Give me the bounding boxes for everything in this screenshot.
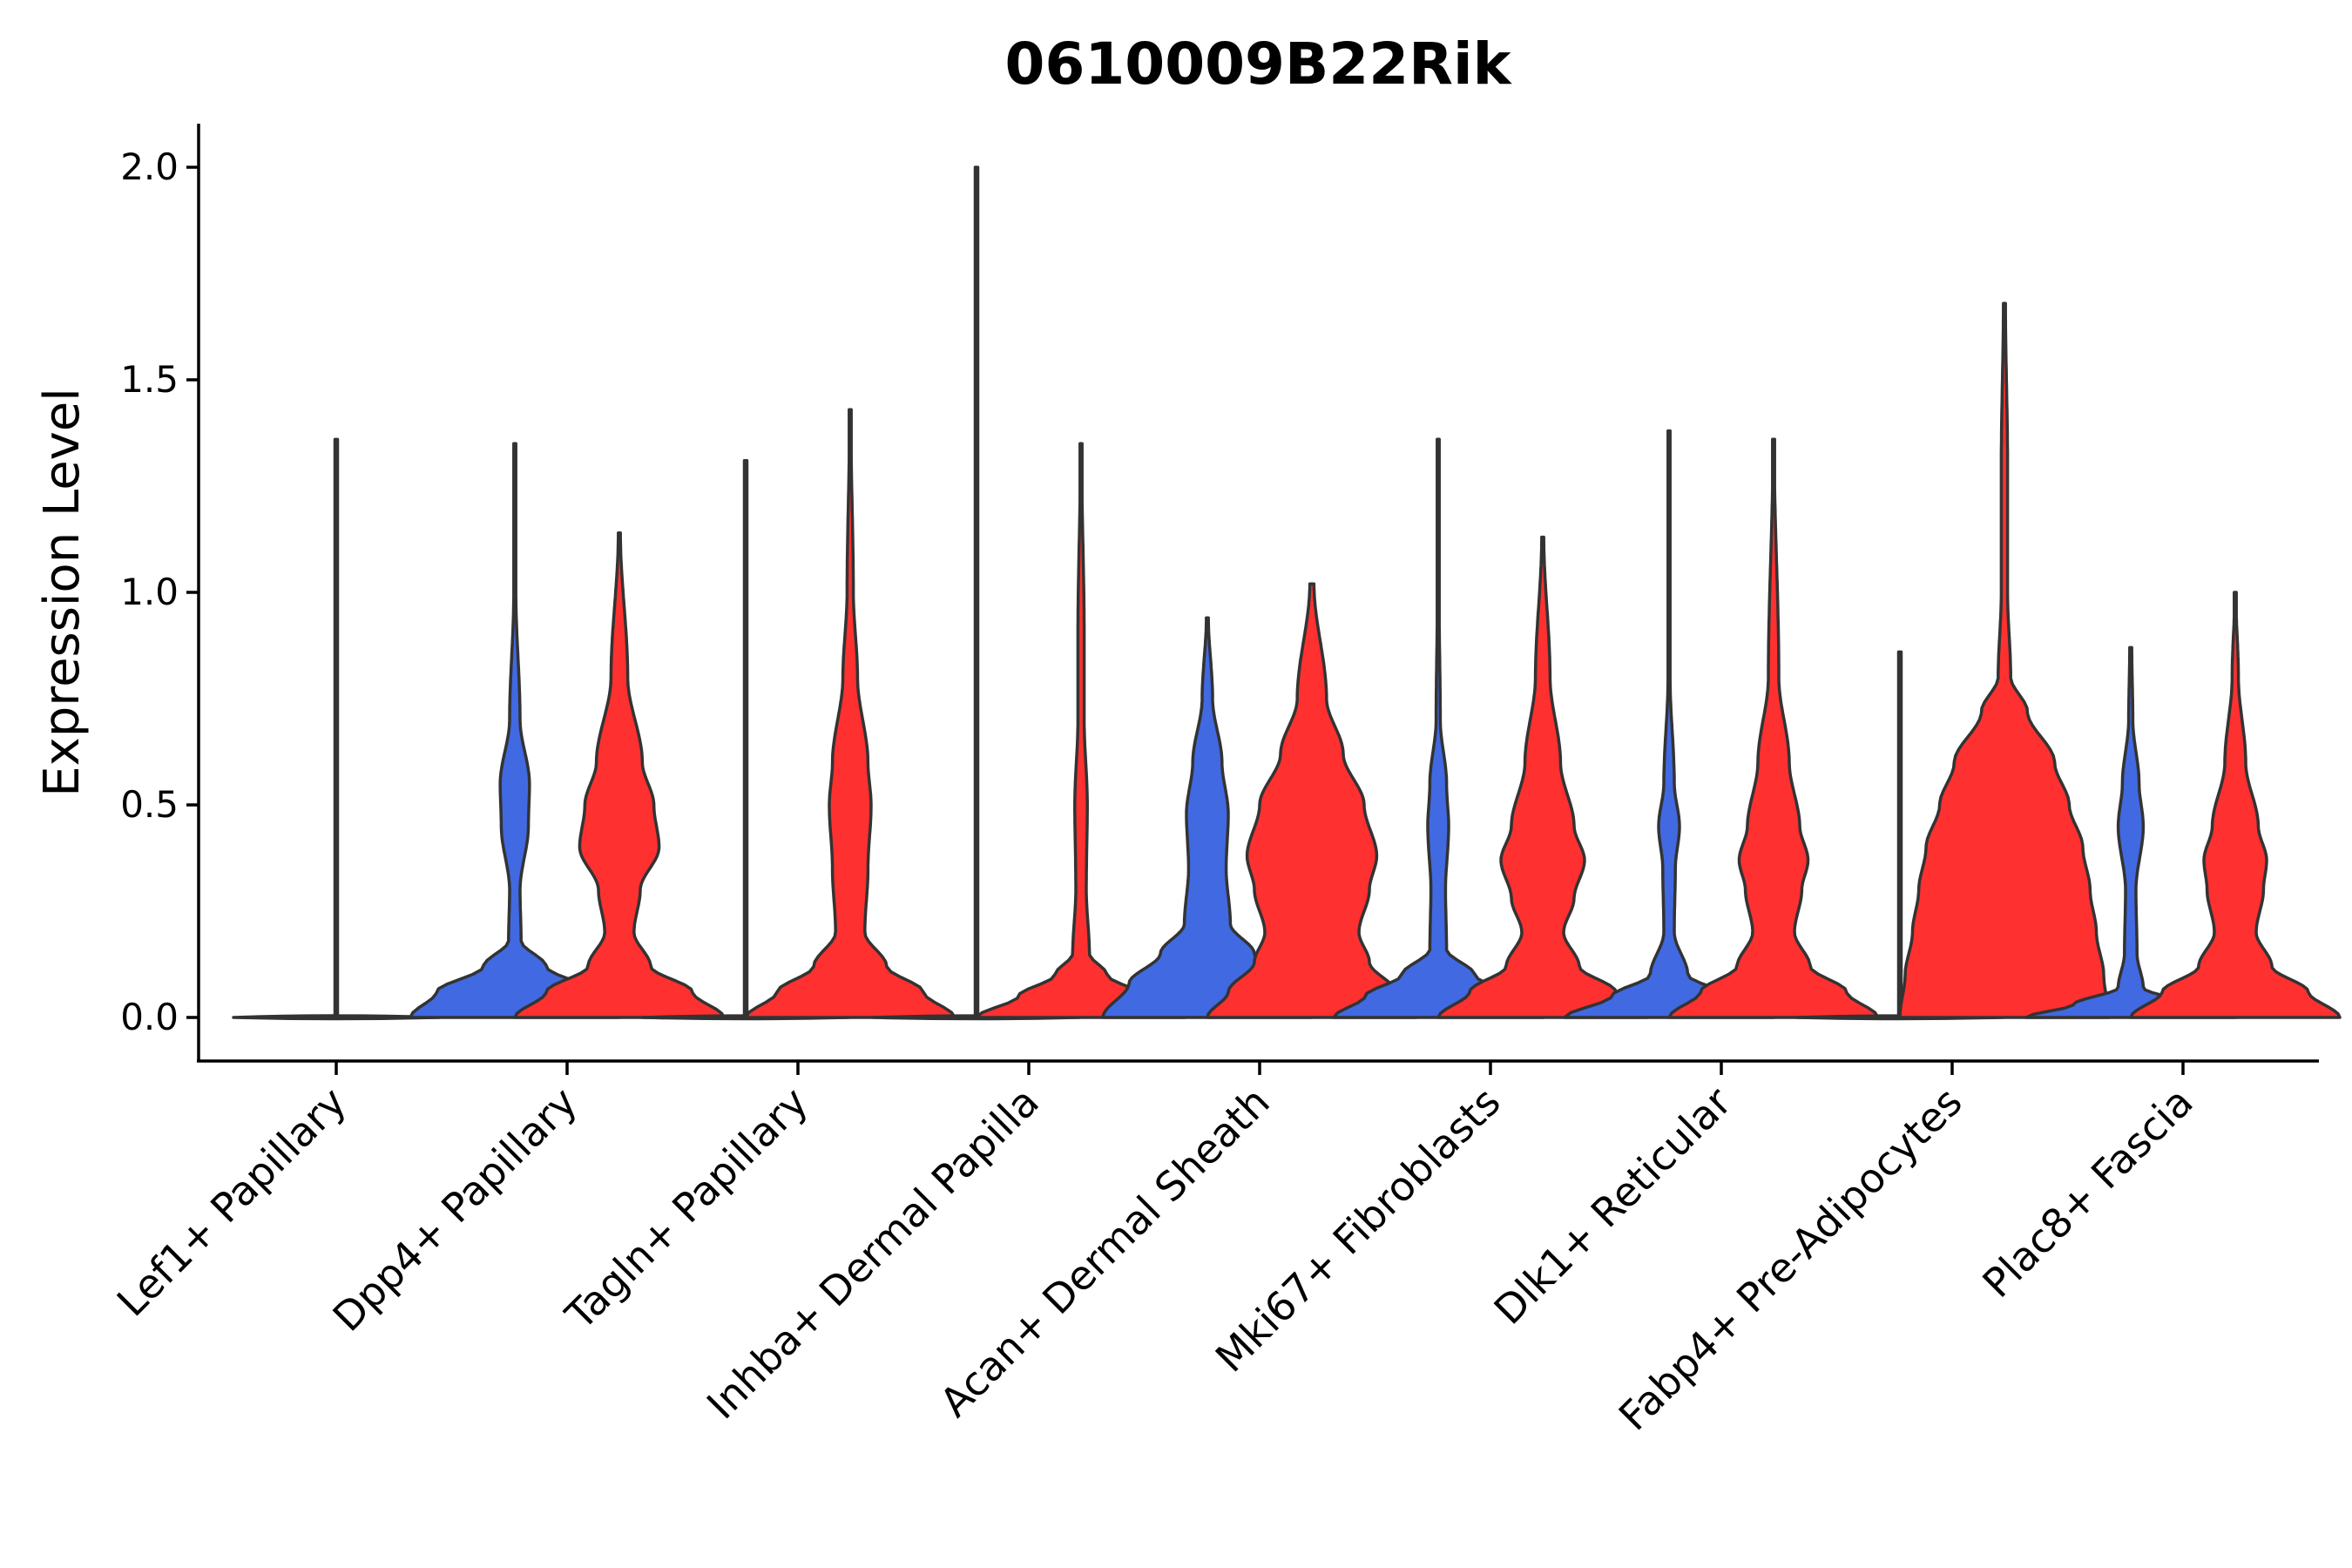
violin-red [1206, 582, 1418, 1019]
violin-blue [409, 442, 621, 1019]
x-tick-label: Tagln+ Papillary [556, 1078, 817, 1340]
x-tick-label: Lef1+ Papillary [108, 1078, 355, 1326]
violin-red [975, 442, 1187, 1019]
violin-red [513, 531, 726, 1019]
violin-red [744, 408, 956, 1019]
violin-group [232, 166, 2342, 1021]
violin-red [1436, 535, 1649, 1019]
y-tick-label: 1.0 [120, 571, 179, 613]
violin-blue [1563, 429, 1775, 1019]
y-axis-label: Expression Level [34, 388, 91, 797]
x-tick-label: Dpp4+ Papillary [324, 1078, 586, 1341]
violin-blue [232, 437, 441, 1021]
x-tick-label: Plac8+ Fascia [1973, 1078, 2201, 1307]
violin-blue [1101, 616, 1314, 1019]
violin-blue [872, 166, 1081, 1021]
violin-blue [641, 458, 850, 1021]
y-tick-label: 2.0 [120, 145, 179, 188]
y-ticks: 0.0 0.5 1.0 1.5 2.0 [120, 145, 199, 1038]
y-tick-label: 1.5 [120, 358, 179, 401]
violin-red [2129, 591, 2342, 1019]
violin-blue [1332, 437, 1544, 1019]
violin-red [1898, 301, 2111, 1019]
y-tick-label: 0.5 [120, 783, 179, 826]
x-tick-label: Dlk1+ Reticular [1485, 1078, 1740, 1334]
y-tick-label: 0.0 [120, 996, 179, 1038]
violin-blue [2024, 645, 2237, 1019]
violin-red [1667, 437, 1880, 1019]
chart-title: 0610009B22Rik [1005, 30, 1513, 98]
